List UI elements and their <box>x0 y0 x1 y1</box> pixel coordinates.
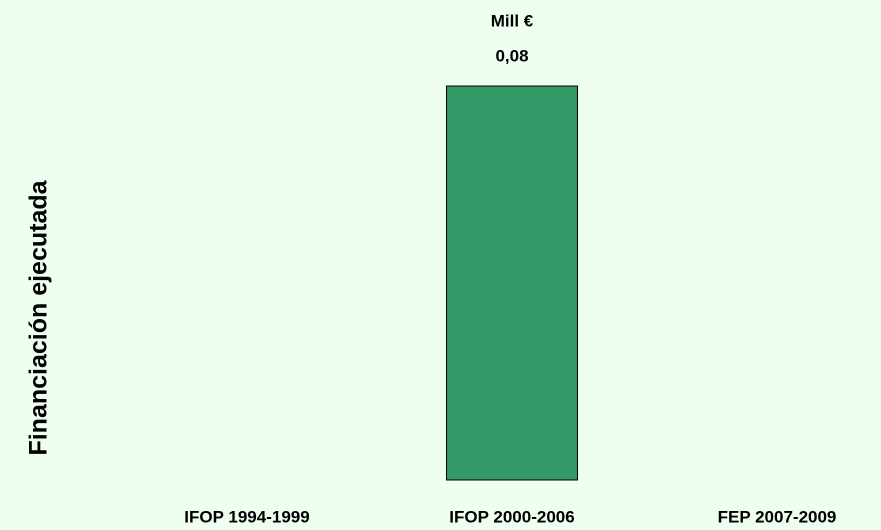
x-tick-label: FEP 2007-2009 <box>718 507 837 526</box>
x-tick-label: IFOP 2000-2006 <box>449 507 574 526</box>
unit-label: Mill € <box>491 11 534 30</box>
bar <box>446 85 578 481</box>
x-tick-label: IFOP 1994-1999 <box>184 507 309 526</box>
y-axis-label: Financiación ejecutada <box>25 179 53 455</box>
value-label: 0,08 <box>495 46 528 65</box>
